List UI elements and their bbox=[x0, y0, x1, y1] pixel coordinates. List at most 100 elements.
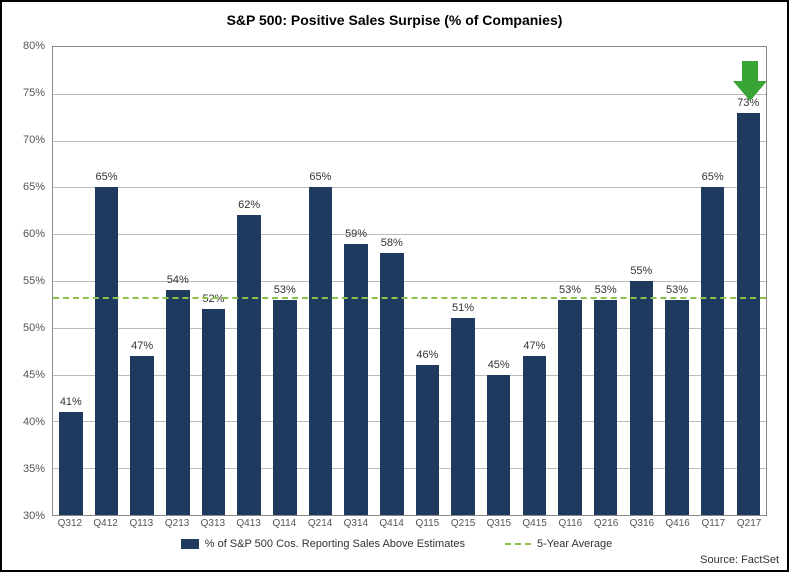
bar-value-label: 45% bbox=[488, 359, 510, 371]
y-tick-label: 35% bbox=[23, 463, 45, 475]
legend: % of S&P 500 Cos. Reporting Sales Above … bbox=[2, 538, 789, 550]
x-tick-label: Q116 bbox=[553, 518, 589, 529]
bar-value-label: 53% bbox=[595, 284, 617, 296]
y-tick-label: 50% bbox=[23, 322, 45, 334]
bar: 58% bbox=[380, 253, 404, 515]
bar: 55% bbox=[630, 281, 654, 515]
x-tick-label: Q414 bbox=[374, 518, 410, 529]
bar-slot: 65% bbox=[89, 47, 125, 515]
bar: 53% bbox=[594, 300, 618, 515]
bar-slot: 53% bbox=[588, 47, 624, 515]
bar: 65% bbox=[701, 187, 725, 515]
chart-title: S&P 500: Positive Sales Surpise (% of Co… bbox=[2, 2, 787, 34]
bar-slot: 55% bbox=[624, 47, 660, 515]
bar-slot: 52% bbox=[196, 47, 232, 515]
bar: 65% bbox=[309, 187, 333, 515]
down-arrow-icon bbox=[733, 61, 767, 101]
y-tick-label: 60% bbox=[23, 228, 45, 240]
bar: 47% bbox=[130, 356, 154, 515]
bar: 45% bbox=[487, 375, 511, 515]
bar-slot: 41% bbox=[53, 47, 89, 515]
bar-value-label: 59% bbox=[345, 228, 367, 240]
bar: 59% bbox=[344, 244, 368, 515]
bar: 53% bbox=[665, 300, 689, 515]
bar-value-label: 53% bbox=[666, 284, 688, 296]
bar-slot: 45% bbox=[481, 47, 517, 515]
chart-container: S&P 500: Positive Sales Surpise (% of Co… bbox=[0, 0, 789, 572]
bar-slot: 73% bbox=[730, 47, 766, 515]
source-label: Source: FactSet bbox=[700, 554, 779, 566]
x-tick-label: Q415 bbox=[517, 518, 553, 529]
y-tick-label: 45% bbox=[23, 369, 45, 381]
bar-value-label: 53% bbox=[559, 284, 581, 296]
legend-bar-swatch bbox=[181, 539, 199, 549]
bars-layer: 41% 65% 47% 54% 52% 62% 53% 65% 59% 58% 46% 51% 45% 4… bbox=[53, 47, 766, 515]
bar: 46% bbox=[416, 365, 440, 515]
x-tick-label: Q314 bbox=[338, 518, 374, 529]
bar: 65% bbox=[95, 187, 119, 515]
legend-line-swatch bbox=[505, 543, 531, 545]
x-tick-label: Q316 bbox=[624, 518, 660, 529]
bar: 73% bbox=[737, 113, 761, 515]
plot-area: 41% 65% 47% 54% 52% 62% 53% 65% 59% 58% 46% 51% 45% 4… bbox=[52, 46, 767, 516]
bar-slot: 65% bbox=[695, 47, 731, 515]
y-tick-label: 65% bbox=[23, 181, 45, 193]
bar: 52% bbox=[202, 309, 226, 515]
bar: 53% bbox=[558, 300, 582, 515]
bar-slot: 53% bbox=[659, 47, 695, 515]
bar-value-label: 54% bbox=[167, 274, 189, 286]
bar-value-label: 65% bbox=[702, 171, 724, 183]
x-tick-label: Q213 bbox=[159, 518, 195, 529]
x-tick-label: Q313 bbox=[195, 518, 231, 529]
bar: 54% bbox=[166, 290, 190, 515]
x-tick-label: Q412 bbox=[88, 518, 124, 529]
bar: 47% bbox=[523, 356, 547, 515]
y-tick-label: 55% bbox=[23, 275, 45, 287]
y-tick-label: 30% bbox=[23, 510, 45, 522]
x-tick-label: Q115 bbox=[410, 518, 446, 529]
bar-value-label: 47% bbox=[523, 340, 545, 352]
bar-value-label: 47% bbox=[131, 340, 153, 352]
bar-value-label: 62% bbox=[238, 199, 260, 211]
x-tick-label: Q214 bbox=[302, 518, 338, 529]
bar-value-label: 46% bbox=[416, 349, 438, 361]
bar-value-label: 65% bbox=[95, 171, 117, 183]
bar-slot: 53% bbox=[552, 47, 588, 515]
y-tick-label: 75% bbox=[23, 87, 45, 99]
bar: 53% bbox=[273, 300, 297, 515]
x-tick-label: Q113 bbox=[124, 518, 160, 529]
x-tick-label: Q217 bbox=[731, 518, 767, 529]
bar-value-label: 41% bbox=[60, 396, 82, 408]
x-tick-label: Q216 bbox=[588, 518, 624, 529]
bar-value-label: 53% bbox=[274, 284, 296, 296]
x-tick-label: Q416 bbox=[660, 518, 696, 529]
x-tick-label: Q315 bbox=[481, 518, 517, 529]
x-tick-label: Q312 bbox=[52, 518, 88, 529]
bar-slot: 62% bbox=[231, 47, 267, 515]
x-tick-label: Q114 bbox=[267, 518, 303, 529]
bar: 41% bbox=[59, 412, 83, 515]
bar-slot: 46% bbox=[410, 47, 446, 515]
bar-value-label: 52% bbox=[202, 293, 224, 305]
legend-avg-label: 5-Year Average bbox=[537, 538, 612, 550]
y-tick-label: 70% bbox=[23, 134, 45, 146]
legend-series: % of S&P 500 Cos. Reporting Sales Above … bbox=[181, 538, 465, 550]
bar-slot: 51% bbox=[445, 47, 481, 515]
bar-slot: 53% bbox=[267, 47, 303, 515]
bar: 62% bbox=[237, 215, 261, 515]
bar-slot: 47% bbox=[124, 47, 160, 515]
bar-slot: 54% bbox=[160, 47, 196, 515]
y-tick-label: 40% bbox=[23, 416, 45, 428]
x-tick-label: Q413 bbox=[231, 518, 267, 529]
y-tick-label: 80% bbox=[23, 40, 45, 52]
legend-series-label: % of S&P 500 Cos. Reporting Sales Above … bbox=[205, 538, 465, 550]
bar-value-label: 51% bbox=[452, 302, 474, 314]
bar-slot: 59% bbox=[338, 47, 374, 515]
x-tick-label: Q117 bbox=[696, 518, 732, 529]
bar-slot: 58% bbox=[374, 47, 410, 515]
bar-slot: 65% bbox=[303, 47, 339, 515]
bar-value-label: 55% bbox=[630, 265, 652, 277]
legend-average: 5-Year Average bbox=[505, 538, 612, 550]
bar: 51% bbox=[451, 318, 475, 515]
x-axis-labels: Q312Q412Q113Q213Q313Q413Q114Q214Q314Q414… bbox=[52, 518, 767, 529]
